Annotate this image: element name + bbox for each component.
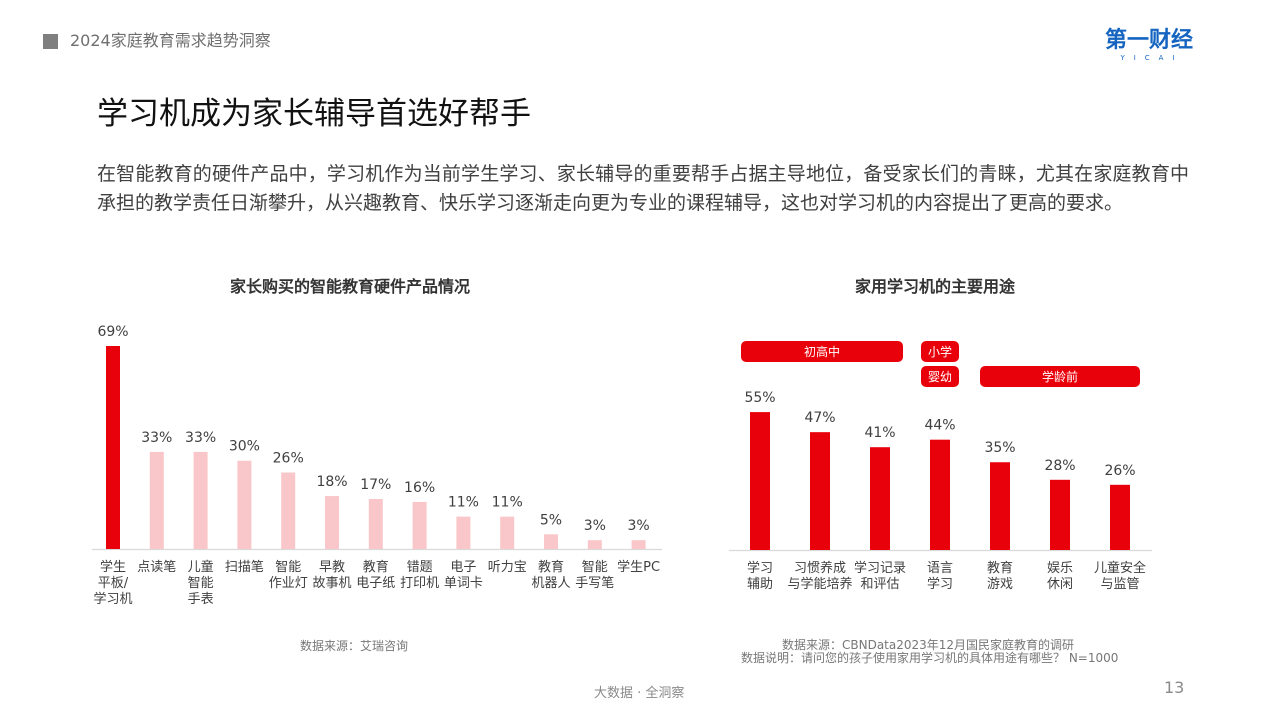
right-chart-bar — [990, 462, 1010, 550]
right-chart-value-label: 26% — [1104, 463, 1135, 479]
left-chart-category-label: 儿童智能手表 — [188, 559, 214, 607]
left-chart-bar — [368, 498, 383, 549]
left-chart-category-label: 扫描笔 — [225, 559, 264, 575]
left-chart-value-label: 11% — [448, 495, 479, 511]
left-chart-value-label: 5% — [540, 512, 562, 528]
audience-band-label: 小学 — [928, 344, 952, 359]
right-chart-category-label: 学习记录和评估 — [854, 560, 906, 592]
audience-band — [921, 341, 959, 362]
right-chart-value-label: 47% — [804, 410, 835, 426]
left-chart-bar — [412, 501, 427, 549]
logo-subtext: YICAI — [1120, 54, 1184, 62]
audience-band — [980, 366, 1140, 387]
left-chart-bar — [281, 472, 296, 549]
left-chart-bar — [193, 451, 208, 549]
left-chart-category-label: 智能手写笔 — [575, 560, 614, 591]
right-chart-category-label: 学习辅助 — [747, 560, 773, 592]
left-chart-value-label: 3% — [627, 518, 649, 534]
left-chart-category-label: 学生PC — [617, 559, 660, 575]
right-chart-category-label: 儿童安全与监管 — [1094, 560, 1146, 592]
left-chart-category-label: 教育电子纸 — [356, 559, 395, 591]
page-title: 学习机成为家长辅导首选好帮手 — [97, 96, 531, 132]
left-chart-bar — [149, 451, 164, 549]
logo-text: 第一财经 — [1104, 28, 1193, 53]
left-chart-category-label: 智能作业灯 — [269, 560, 308, 591]
left-chart-value-label: 3% — [584, 518, 606, 534]
left-chart-title: 家长购买的智能教育硬件产品情况 — [229, 277, 470, 296]
audience-band-label: 初高中 — [804, 344, 840, 359]
right-chart-value-label: 35% — [984, 440, 1015, 456]
right-chart-source: 数据来源：CBNData2023年12月国民家庭教育的调研 — [782, 638, 1075, 652]
left-chart-category-label: 学生平板/学习机 — [93, 559, 132, 607]
right-chart-bar — [930, 439, 950, 550]
left-chart-value-label: 69% — [97, 324, 128, 340]
audience-band — [921, 366, 959, 387]
left-chart-value-label: 33% — [141, 430, 172, 446]
left-chart-category-label: 听力宝 — [488, 560, 527, 575]
right-chart-category-label: 习惯养成与学能培养 — [787, 560, 852, 592]
right-chart-bar — [1050, 479, 1070, 550]
right-chart-bar — [750, 412, 770, 550]
report-title: 2024家庭教育需求趋势洞察 — [70, 31, 271, 50]
left-chart-value-label: 33% — [185, 430, 216, 446]
right-chart-category-label: 教育游戏 — [987, 560, 1013, 592]
left-chart-bar — [544, 534, 558, 549]
left-chart-bar — [456, 516, 471, 549]
left-chart-bar — [500, 516, 515, 549]
right-chart-bar — [1110, 484, 1130, 550]
left-chart-category-label: 点读笔 — [137, 559, 176, 575]
left-chart-category-label: 错题打印机 — [400, 560, 439, 591]
audience-band — [741, 341, 903, 362]
right-chart-title: 家用学习机的主要用途 — [854, 277, 1015, 296]
left-chart-value-label: 11% — [492, 495, 523, 511]
left-chart-category-label: 教育机器人 — [531, 559, 570, 591]
left-chart-value-label: 30% — [229, 439, 260, 455]
intro-paragraph: 在智能教育的硬件产品中，学习机作为当前学生学习、家长辅导的重要帮手占据主导地位，… — [97, 163, 1189, 214]
left-chart-bar — [325, 496, 339, 549]
left-chart-category-label: 电子单词卡 — [444, 560, 483, 591]
left-chart-bar — [631, 540, 646, 549]
left-chart-value-label: 17% — [360, 477, 391, 493]
right-chart-bar — [810, 432, 830, 550]
right-chart-value-label: 44% — [924, 418, 955, 434]
footer-tagline: 大数据 · 全洞察 — [594, 686, 685, 701]
right-chart-value-label: 28% — [1044, 458, 1075, 474]
yicai-logo: 第一财经 YICAI — [1103, 28, 1195, 68]
right-chart-category-label: 语言学习 — [927, 561, 953, 592]
page-number: 13 — [1164, 678, 1185, 697]
header-square-icon — [43, 34, 58, 49]
left-chart-bar — [106, 346, 120, 549]
left-chart-value-label: 18% — [316, 474, 347, 490]
right-chart-value-label: 55% — [744, 390, 775, 406]
left-chart-source: 数据来源：艾瑞咨询 — [300, 639, 409, 653]
right-chart-category-label: 娱乐休闲 — [1047, 561, 1073, 592]
right-chart-note: 数据说明：请问您的孩子使用家用学习机的具体用途有哪些？ N=1000 — [741, 651, 1119, 665]
left-chart-bar — [237, 460, 252, 549]
right-chart-bar — [870, 447, 890, 550]
audience-band-label: 婴幼 — [928, 370, 952, 384]
right-chart-value-label: 41% — [864, 425, 895, 441]
left-chart-value-label: 26% — [273, 451, 304, 467]
left-chart-category-label: 早教故事机 — [312, 559, 351, 591]
left-chart-value-label: 16% — [404, 480, 435, 496]
left-chart-bar — [587, 540, 602, 549]
audience-band-label: 学龄前 — [1042, 369, 1078, 384]
